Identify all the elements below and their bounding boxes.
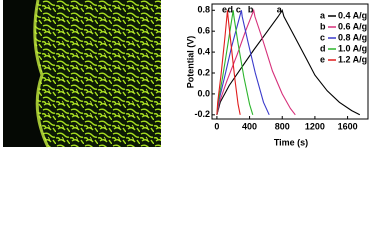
legend-letter: d <box>320 43 326 53</box>
legend-label: 0.8 A/g <box>338 32 367 42</box>
y-tick-label: 0.4 <box>197 46 210 56</box>
figure: Time (s) Potential (V) -0.2 0.0 0.2 0.4 0.6 0… <box>3 0 369 148</box>
legend-letter: a <box>320 10 326 20</box>
page: Time (s) Potential (V) -0.2 0.0 0.2 0.4 0.6 0… <box>3 0 369 148</box>
peak-label: c <box>236 4 241 14</box>
plot-frame <box>211 3 369 120</box>
x-axis-title: Time (s) <box>274 137 308 147</box>
legend-letter: c <box>320 32 325 42</box>
series-line <box>216 8 361 116</box>
micrograph <box>3 0 161 148</box>
y-tick-label: 0.6 <box>197 26 210 36</box>
y-tick-label: 0.0 <box>197 88 210 98</box>
series-line <box>216 10 254 115</box>
legend-letter: e <box>320 54 325 64</box>
y-tick-label: 0.2 <box>197 67 210 77</box>
peak-label: a <box>277 4 283 14</box>
x-tick-label: 400 <box>242 121 257 131</box>
legend-label: 0.4 A/g <box>338 10 367 20</box>
y-tick-label: 0.8 <box>197 5 210 15</box>
x-tick-label: 1200 <box>305 121 325 131</box>
x-tick-label: 0 <box>214 121 219 131</box>
micrograph-edge <box>33 0 50 148</box>
x-tick-label: 1600 <box>338 121 358 131</box>
peak-label: d <box>227 4 233 14</box>
series-line <box>216 10 270 116</box>
legend-letter: b <box>320 21 326 31</box>
y-axis-title: Potential (V) <box>185 36 195 89</box>
legend-label: 1.0 A/g <box>338 43 367 53</box>
y-tick-label: -0.2 <box>194 109 210 119</box>
x-tick-label: 800 <box>275 121 290 131</box>
chart: Time (s) Potential (V) -0.2 0.0 0.2 0.4 0.6 0… <box>185 3 369 147</box>
peak-label: b <box>248 4 254 14</box>
series-line <box>216 8 296 116</box>
legend-label: 0.6 A/g <box>338 21 367 31</box>
legend-label: 1.2 A/g <box>338 54 367 64</box>
series-line <box>216 10 241 115</box>
peak-label: e <box>222 4 227 14</box>
